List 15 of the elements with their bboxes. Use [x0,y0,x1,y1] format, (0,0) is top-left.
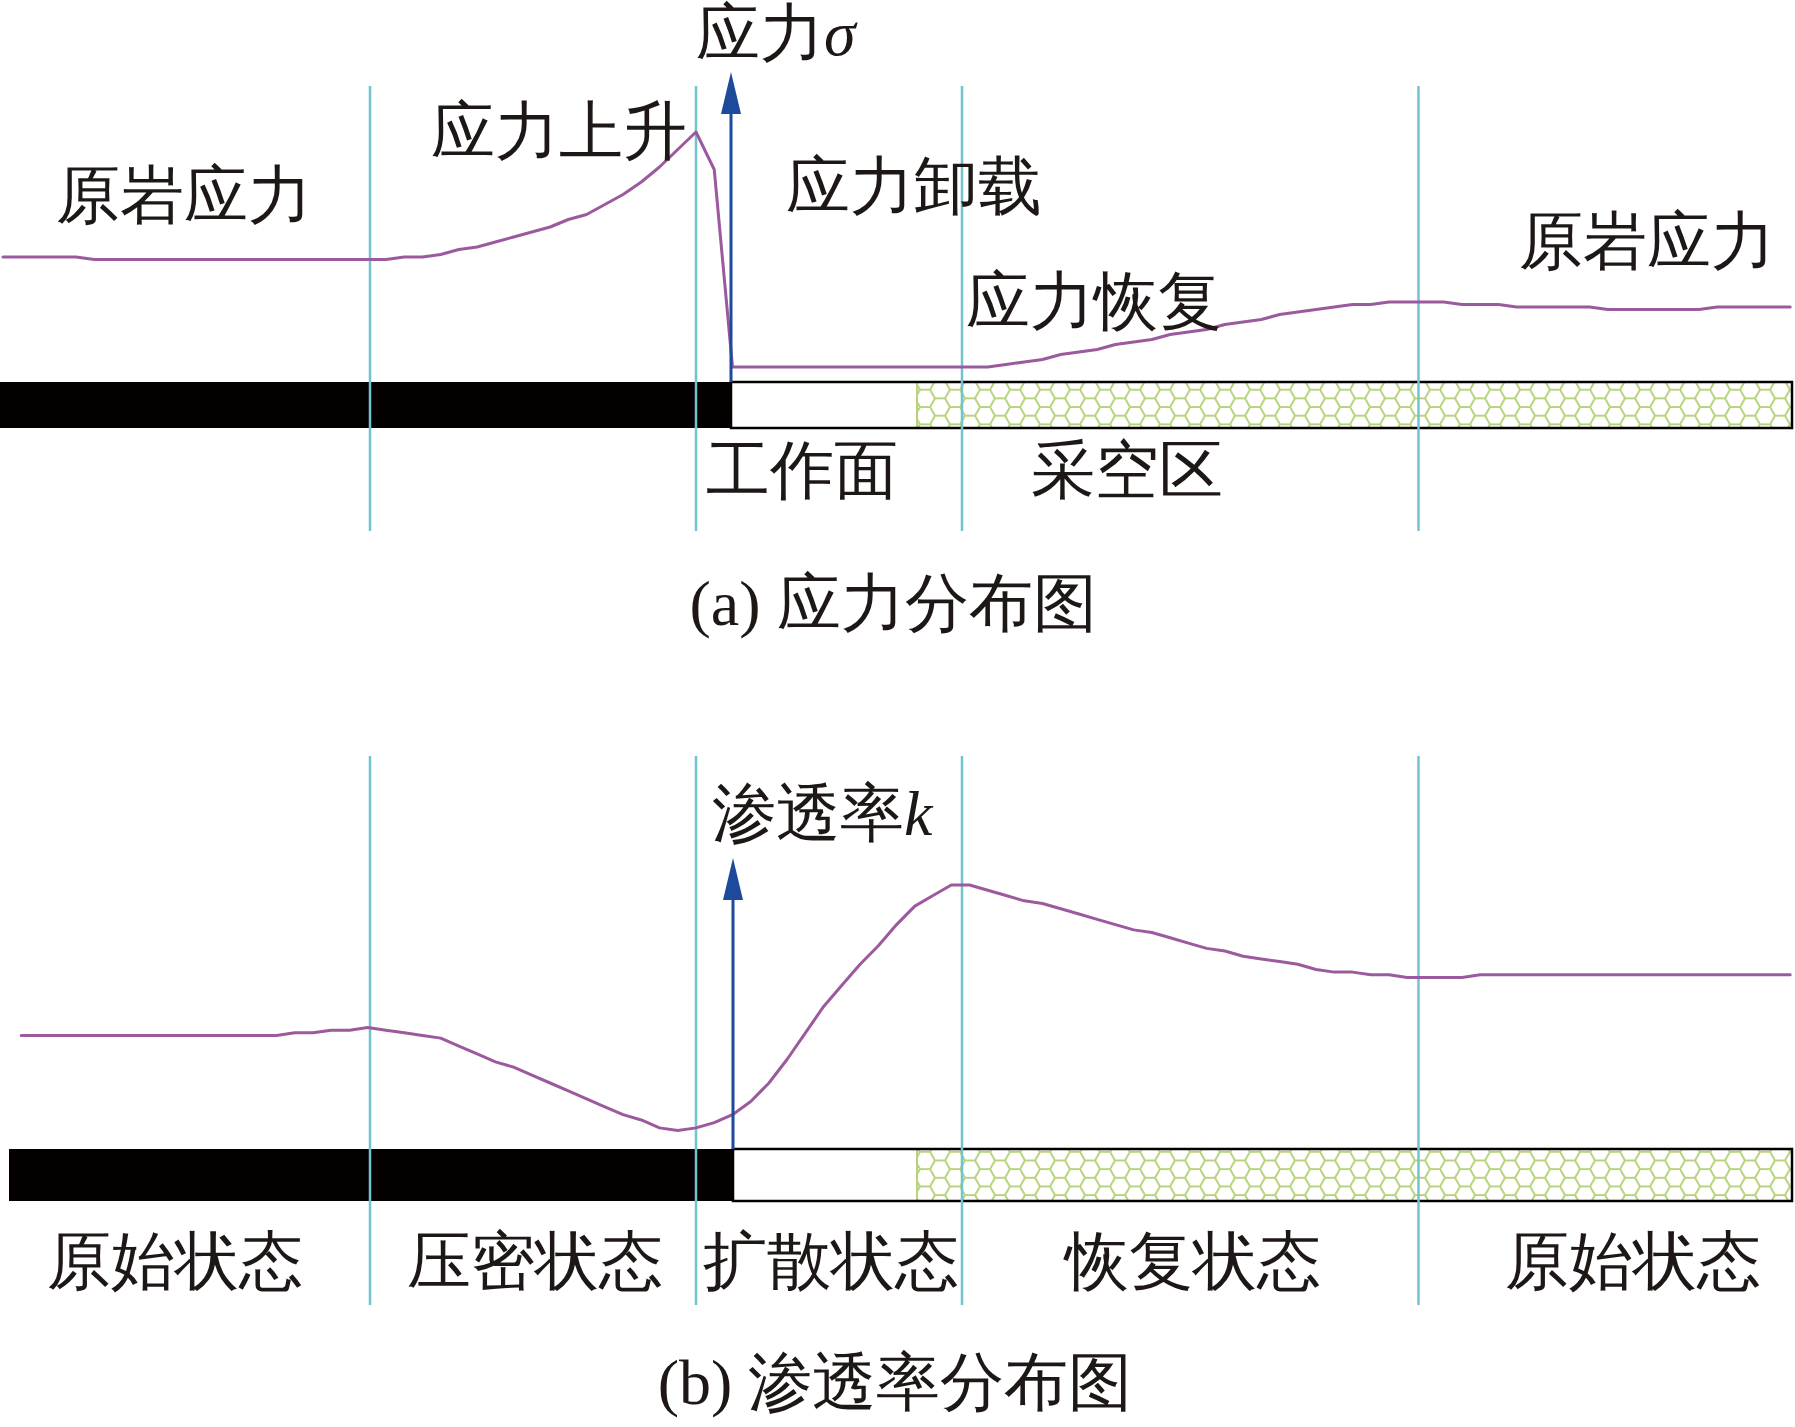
title: (b) 渗透率分布图 [657,1346,1133,1418]
annotation: 扩散状态 [703,1225,959,1297]
title: (a) 应力分布图 [689,567,1097,639]
annotation: 原岩应力 [56,159,312,231]
ylabel: 应力σ [696,0,856,69]
ylabel: 渗透率k [712,777,933,849]
annotation: 工作面 [706,434,898,506]
annotation: 应力恢复 [966,265,1222,337]
annotation: 恢复状态 [1065,1225,1321,1297]
annotation: 原岩应力 [1519,205,1775,277]
annotation: 应力上升 [431,95,687,167]
annotation: 原始状态 [1505,1225,1761,1297]
annotation: 原始状态 [47,1225,303,1297]
annotation: 压密状态 [407,1225,663,1297]
annotation: 采空区 [1031,434,1223,506]
